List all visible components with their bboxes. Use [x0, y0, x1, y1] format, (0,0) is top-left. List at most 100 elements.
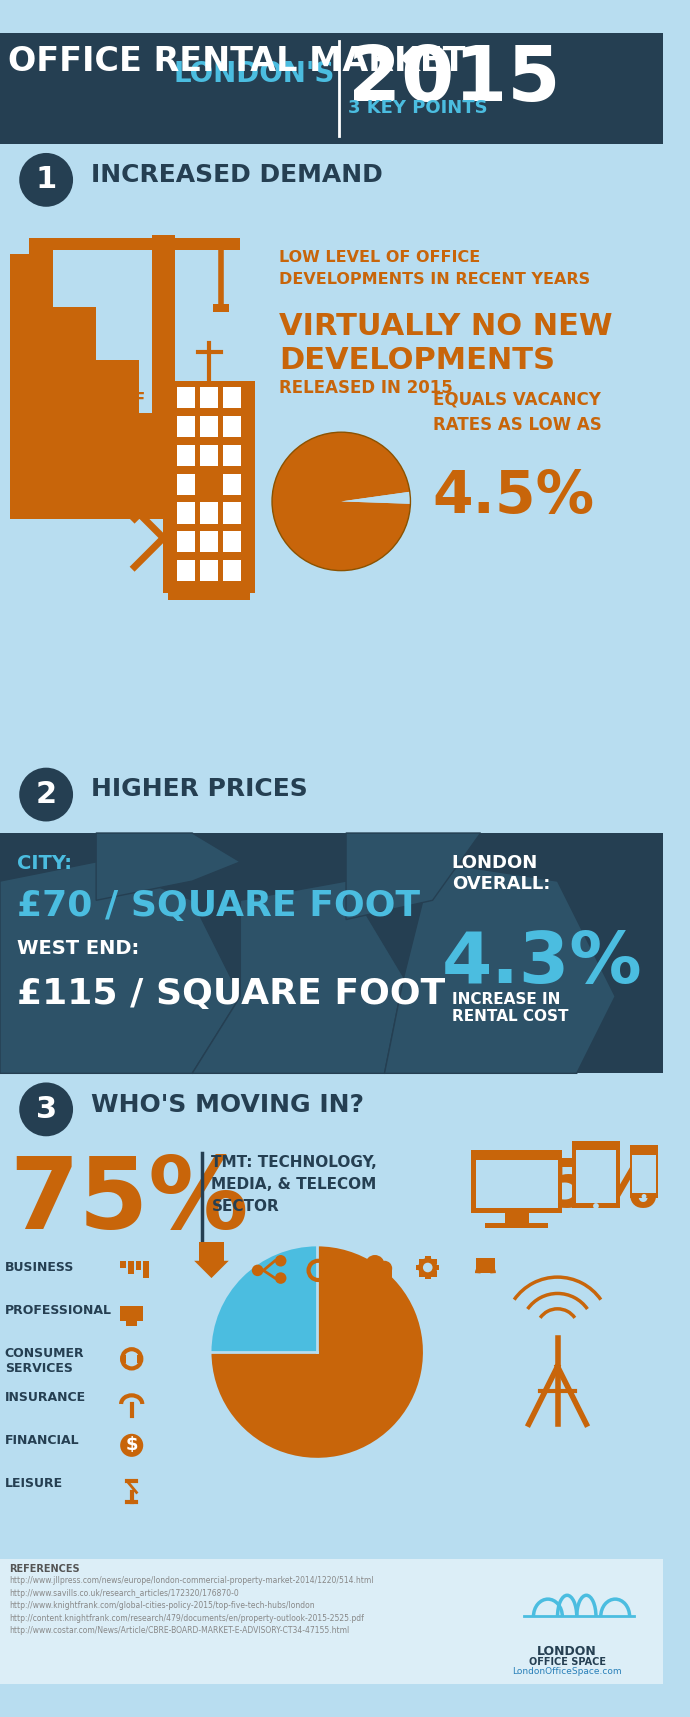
Text: VIRTUALLY NO NEW: VIRTUALLY NO NEW	[279, 312, 612, 342]
Bar	[0, 1145, 663, 1559]
Circle shape	[357, 1260, 373, 1276]
Bar	[224, 386, 241, 409]
Bar	[224, 474, 241, 494]
Bar	[0, 33, 663, 144]
Text: LEISURE: LEISURE	[5, 1477, 63, 1490]
Text: NEW FLOOR: NEW FLOOR	[12, 417, 132, 436]
Text: http://www.knightfrank.com/global-cities-policy-2015/top-five-tech-hubs/london: http://www.knightfrank.com/global-cities…	[10, 1600, 315, 1611]
Text: LONDON: LONDON	[452, 853, 538, 872]
Bar	[213, 304, 229, 312]
Text: CONSUMER
SERVICES: CONSUMER SERVICES	[5, 1348, 84, 1375]
Bar	[629, 1145, 658, 1198]
Text: CITY:: CITY:	[17, 853, 72, 874]
Bar	[224, 531, 241, 553]
Circle shape	[418, 1259, 437, 1277]
Wedge shape	[342, 491, 411, 503]
Text: 75%: 75%	[10, 1154, 249, 1250]
Bar	[425, 1274, 431, 1279]
Bar	[164, 381, 255, 592]
Bar	[120, 1260, 126, 1269]
Bar	[572, 1140, 620, 1207]
Polygon shape	[10, 254, 226, 519]
Text: LOW LEVEL OF OFFICE: LOW LEVEL OF OFFICE	[279, 249, 480, 264]
Circle shape	[377, 1260, 392, 1276]
Bar	[200, 503, 218, 524]
Circle shape	[642, 1193, 647, 1198]
Bar	[0, 1559, 663, 1684]
Polygon shape	[384, 862, 615, 1073]
Bar	[431, 1259, 437, 1264]
Text: HIGHER PRICES: HIGHER PRICES	[91, 778, 308, 802]
Text: 3: 3	[36, 1095, 57, 1125]
Bar	[29, 239, 240, 249]
Circle shape	[19, 153, 73, 206]
Bar	[476, 1161, 558, 1207]
Text: LONDON: LONDON	[538, 1645, 597, 1659]
Text: 2: 2	[36, 780, 57, 809]
Text: BUSINESS: BUSINESS	[5, 1260, 75, 1274]
Bar	[471, 1150, 562, 1212]
Text: £70 / SQUARE FOOT: £70 / SQUARE FOOT	[17, 889, 420, 922]
Bar	[177, 531, 195, 553]
Bar	[177, 503, 195, 524]
Bar	[177, 445, 195, 465]
Bar	[633, 1156, 656, 1193]
Bar	[200, 560, 218, 580]
Text: 25%: 25%	[500, 1156, 659, 1221]
Text: http://www.savills.co.uk/research_articles/172320/176870-0: http://www.savills.co.uk/research_articl…	[10, 1588, 239, 1597]
Wedge shape	[211, 1247, 423, 1458]
Bar	[224, 503, 241, 524]
Bar	[0, 144, 663, 755]
Circle shape	[593, 1204, 599, 1209]
Polygon shape	[193, 881, 404, 1073]
Bar	[128, 1260, 134, 1274]
Bar	[144, 1260, 149, 1277]
Bar	[200, 445, 218, 465]
Circle shape	[19, 1082, 73, 1137]
Bar	[199, 1241, 224, 1260]
Bar	[121, 1355, 126, 1363]
Bar	[200, 474, 218, 494]
Bar	[431, 1271, 437, 1276]
Circle shape	[252, 1265, 264, 1276]
Bar	[120, 1307, 144, 1322]
Text: FINANCIAL: FINANCIAL	[5, 1434, 79, 1447]
Text: OFFICE SPACE: OFFICE SPACE	[529, 1657, 606, 1667]
Bar	[357, 1267, 392, 1279]
Bar	[0, 833, 663, 1073]
Text: 3 KEY POINTS: 3 KEY POINTS	[348, 98, 488, 117]
Bar	[433, 1265, 440, 1271]
Bar	[177, 474, 195, 494]
Polygon shape	[346, 833, 481, 920]
Bar	[416, 1265, 422, 1271]
Circle shape	[365, 1255, 384, 1274]
Text: http://content.knightfrank.com/research/479/documents/en/property-outlook-2015-2: http://content.knightfrank.com/research/…	[10, 1614, 364, 1623]
Text: OVERALL:: OVERALL:	[452, 876, 550, 893]
Text: TMT: TECHNOLOGY,
MEDIA, & TELECOM
SECTOR: TMT: TECHNOLOGY, MEDIA, & TELECOM SECTOR	[211, 1156, 377, 1214]
Bar	[168, 591, 250, 601]
Circle shape	[423, 1262, 433, 1272]
Text: INCREASE IN: INCREASE IN	[452, 992, 560, 1006]
Polygon shape	[194, 1260, 229, 1277]
Text: WHO'S MOVING IN?: WHO'S MOVING IN?	[91, 1092, 364, 1116]
Bar	[137, 1355, 142, 1363]
Wedge shape	[272, 433, 411, 570]
Text: DEVELOPMENTS IN RECENT YEARS: DEVELOPMENTS IN RECENT YEARS	[279, 271, 590, 287]
Bar	[476, 1259, 495, 1274]
Bar	[504, 1210, 529, 1224]
Text: LONDON'S: LONDON'S	[173, 60, 335, 88]
Text: $: $	[126, 1437, 138, 1454]
Circle shape	[19, 767, 73, 821]
Text: SPACE PRE-LET: SPACE PRE-LET	[12, 445, 164, 462]
Bar	[486, 1223, 548, 1228]
Bar	[0, 1073, 663, 1145]
Text: LondonOfficeSpace.com: LondonOfficeSpace.com	[512, 1667, 622, 1676]
Bar	[200, 531, 218, 553]
Text: 4.5%: 4.5%	[433, 467, 595, 525]
Text: OFFICE RENTAL MARKET: OFFICE RENTAL MARKET	[8, 45, 465, 77]
Wedge shape	[211, 1247, 317, 1351]
Text: PROFESSIONAL: PROFESSIONAL	[5, 1303, 112, 1317]
Text: MAJORITY OF: MAJORITY OF	[12, 391, 145, 409]
Bar	[0, 755, 663, 833]
Text: RELEASED IN 2015: RELEASED IN 2015	[279, 379, 453, 397]
